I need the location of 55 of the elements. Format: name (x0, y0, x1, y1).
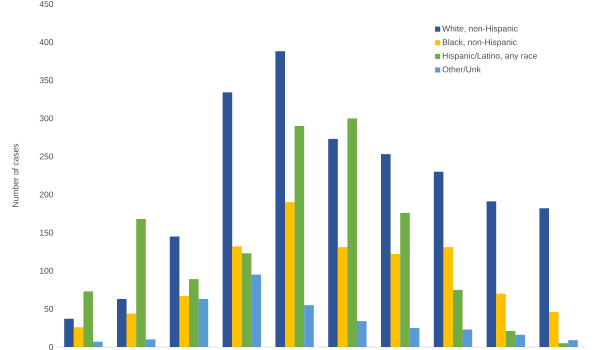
legend-label: Black, non-Hispanic (442, 38, 517, 47)
bar (506, 330, 516, 347)
bar (515, 334, 526, 347)
bar (285, 202, 295, 347)
bar (496, 294, 506, 347)
bar (222, 92, 232, 347)
bar (400, 212, 410, 347)
bar (443, 247, 454, 347)
bar (251, 274, 262, 347)
bar (328, 138, 338, 347)
bar (189, 279, 199, 347)
bar (381, 154, 391, 347)
bar (93, 342, 103, 347)
bar (410, 328, 420, 347)
y-tick-label: 200 (40, 192, 54, 198)
bar (539, 208, 550, 347)
bar (304, 305, 314, 347)
y-tick-label: 450 (40, 1, 54, 7)
bar (347, 118, 358, 347)
bar (170, 236, 180, 347)
y-tick-label: 0 (49, 344, 54, 350)
bar (453, 290, 463, 347)
bar (275, 51, 286, 347)
bar (117, 298, 127, 347)
y-tick-label: 50 (44, 306, 54, 312)
y-tick-label: 250 (40, 153, 54, 160)
bar (83, 291, 93, 347)
legend-label: Hispanic/Latino, any race (442, 52, 537, 60)
bar (390, 254, 400, 347)
bar (232, 246, 242, 347)
bar (126, 313, 136, 347)
bar (242, 253, 252, 347)
bar (486, 201, 496, 347)
bar (74, 327, 84, 347)
bar (64, 318, 74, 347)
bar (179, 296, 190, 347)
bar (136, 218, 146, 347)
bar (198, 298, 208, 347)
y-tick-label: 400 (40, 39, 54, 46)
bar (294, 126, 304, 347)
y-axis-title: Number of cases (12, 144, 18, 207)
bar (558, 343, 568, 347)
bar (146, 339, 156, 347)
y-tick-label: 150 (40, 230, 54, 236)
y-tick-label: 300 (40, 115, 54, 122)
bar (357, 321, 367, 347)
bar (462, 329, 472, 347)
legend-label: Other/Unk (442, 66, 481, 72)
bar (568, 340, 578, 347)
bar (549, 312, 559, 347)
legend-label: White, non-Hispanic (442, 25, 518, 34)
bar (434, 172, 444, 347)
y-tick-label: 100 (40, 268, 54, 274)
y-tick-label: 350 (40, 77, 54, 84)
bar (338, 247, 348, 347)
